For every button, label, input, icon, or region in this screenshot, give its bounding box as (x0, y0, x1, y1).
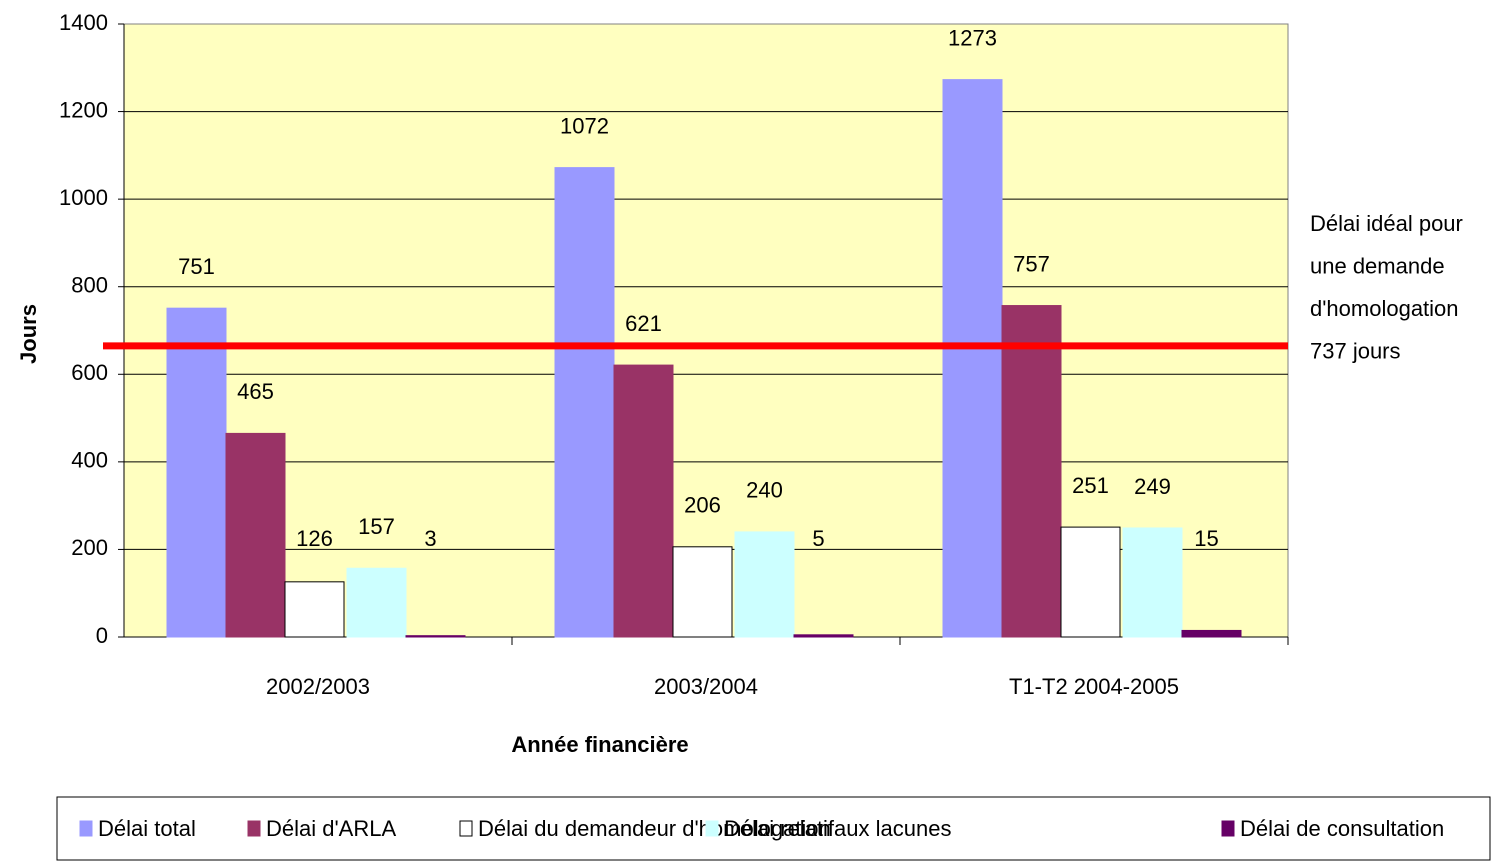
bar (942, 79, 1003, 638)
bar (734, 531, 795, 638)
bar (1001, 305, 1062, 638)
data-label: 249 (1134, 474, 1171, 499)
x-axis-title: Année financière (511, 732, 688, 757)
bar (225, 432, 286, 638)
data-label: 1273 (948, 25, 997, 50)
legend-swatch (1221, 820, 1235, 837)
y-tick-label: 800 (71, 273, 108, 298)
y-tick-label: 1000 (59, 185, 108, 210)
annotation: d'homologation (1310, 296, 1459, 321)
bar (1181, 629, 1242, 638)
legend-swatch (247, 820, 261, 837)
x-tick-label: 2003/2004 (654, 674, 758, 699)
y-tick-label: 400 (71, 448, 108, 473)
data-label: 1072 (560, 113, 609, 138)
legend-swatch (459, 820, 473, 837)
legend-label: Délai relatifaux lacunes (724, 816, 951, 841)
data-label: 157 (358, 514, 395, 539)
x-tick-label: T1-T2 2004-2005 (1009, 674, 1179, 699)
y-tick-label: 1200 (59, 97, 108, 122)
data-label: 465 (237, 379, 274, 404)
bar (1060, 526, 1121, 638)
annotation: une demande (1310, 253, 1445, 278)
legend-swatch (705, 820, 719, 837)
y-tick-label: 200 (71, 535, 108, 560)
data-label: 5 (812, 526, 824, 551)
y-axis-title: Jours (16, 304, 41, 364)
bar (405, 635, 466, 638)
data-label: 3 (424, 526, 436, 551)
data-label: 240 (746, 478, 783, 503)
bar (284, 581, 345, 638)
bar (166, 307, 227, 638)
bar (793, 634, 854, 638)
data-label: 15 (1194, 526, 1218, 551)
annotation: 737 jours (1310, 338, 1401, 363)
data-label: 757 (1013, 251, 1050, 276)
bar (613, 364, 674, 638)
legend-label: Délai d'ARLA (266, 816, 396, 841)
bar (554, 167, 615, 638)
bar (672, 546, 733, 638)
data-label: 206 (684, 493, 721, 518)
x-tick-label: 2002/2003 (266, 674, 370, 699)
legend-label: Délai total (98, 816, 196, 841)
legend (56, 796, 1491, 861)
annotation: Délai idéal pour (1310, 211, 1463, 236)
y-tick-label: 0 (96, 623, 108, 648)
data-label: 126 (296, 526, 333, 551)
data-label: 251 (1072, 473, 1109, 498)
legend-swatch (79, 820, 93, 837)
y-tick-label: 1400 (59, 10, 108, 35)
bar (1122, 527, 1183, 638)
data-label: 751 (178, 254, 215, 279)
data-label: 621 (625, 311, 662, 336)
legend-label: Délai de consultation (1240, 816, 1444, 841)
bar (346, 567, 407, 638)
legend-label: Délai du demandeur d'homologation (478, 816, 831, 841)
y-tick-label: 600 (71, 360, 108, 385)
